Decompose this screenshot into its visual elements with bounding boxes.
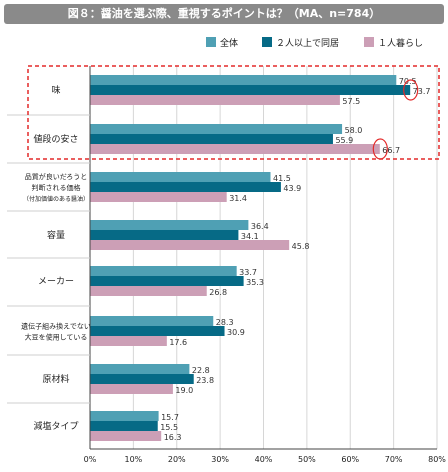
bar	[90, 230, 239, 240]
value-label: 19.0	[175, 386, 193, 395]
category-label: 判断される価格	[32, 183, 81, 192]
x-tick-label: 80%	[428, 455, 446, 464]
bar	[90, 134, 333, 144]
bar	[90, 182, 281, 192]
legend-swatch	[262, 37, 272, 47]
bar	[90, 374, 194, 384]
value-label: 58.0	[345, 126, 363, 135]
x-tick-label: 60%	[341, 455, 359, 464]
category-label: 容量	[47, 229, 65, 241]
chart-title: 図８：醤油を選ぶ際、重視するポイントは？（MA、n=784）	[4, 4, 444, 24]
value-label: 26.8	[209, 288, 227, 297]
category-label: 味	[51, 84, 60, 96]
bar	[90, 220, 249, 230]
value-label: 36.4	[251, 222, 269, 231]
value-label: 55.9	[335, 136, 353, 145]
bar	[90, 172, 271, 182]
bar	[90, 431, 162, 441]
bar	[90, 364, 190, 374]
legend-swatch	[206, 37, 216, 47]
value-label: 15.7	[161, 413, 179, 422]
bar	[90, 124, 343, 134]
bar	[90, 336, 167, 346]
bar	[90, 286, 207, 296]
value-label: 28.3	[216, 318, 234, 327]
category-label: 遺伝子組み換えでない	[21, 322, 91, 331]
legend-label: １人暮らし	[378, 37, 423, 49]
x-tick-label: 0%	[84, 455, 97, 464]
highlight-circle	[372, 138, 388, 160]
category-label: 大豆を使用している	[25, 333, 88, 342]
bar	[90, 95, 340, 105]
value-label: 35.3	[246, 278, 264, 287]
category-label: 減塩タイプ	[33, 420, 78, 432]
legend-label: ２人以上で同居	[276, 38, 339, 49]
value-label: 34.1	[241, 232, 259, 241]
value-label: 23.8	[196, 376, 214, 385]
legend-swatch	[364, 37, 374, 47]
x-tick-label: 10%	[124, 455, 142, 464]
value-label: 45.8	[292, 242, 310, 251]
bar	[90, 192, 227, 202]
category-label: 原材料	[42, 373, 69, 385]
category-label: メーカー	[38, 276, 74, 287]
bar	[90, 326, 225, 336]
value-label: 22.8	[192, 366, 210, 375]
x-tick-label: 30%	[211, 455, 229, 464]
value-label: 66.7	[382, 146, 400, 155]
bar	[90, 384, 173, 394]
bar	[90, 421, 158, 431]
category-label: 値段の安さ	[33, 133, 78, 145]
value-label: 41.5	[273, 174, 291, 183]
bar	[90, 411, 159, 421]
category-label: 品質が良いだろうと	[25, 172, 88, 181]
value-label: 17.6	[169, 338, 187, 347]
value-label: 30.9	[227, 328, 245, 337]
value-label: 43.9	[283, 184, 301, 193]
x-tick-label: 50%	[298, 455, 316, 464]
value-label: 15.5	[160, 423, 178, 432]
legend-label: 全体	[220, 37, 238, 49]
bar	[90, 75, 397, 85]
bar	[90, 85, 411, 95]
value-label: 16.3	[164, 433, 182, 442]
bar	[90, 266, 237, 276]
x-tick-label: 40%	[255, 455, 273, 464]
value-label: 33.7	[239, 268, 257, 277]
category-label: （付加価値のある醤油）	[23, 195, 89, 203]
highlight-circle	[403, 79, 419, 101]
value-label: 31.4	[229, 194, 247, 203]
bar	[90, 316, 214, 326]
bar	[90, 276, 244, 286]
highlight-box	[27, 65, 440, 160]
x-tick-label: 70%	[385, 455, 403, 464]
bar	[90, 240, 290, 250]
value-label: 73.7	[413, 87, 431, 96]
value-label: 57.5	[342, 97, 360, 106]
x-tick-label: 20%	[168, 455, 186, 464]
bar	[90, 144, 380, 154]
